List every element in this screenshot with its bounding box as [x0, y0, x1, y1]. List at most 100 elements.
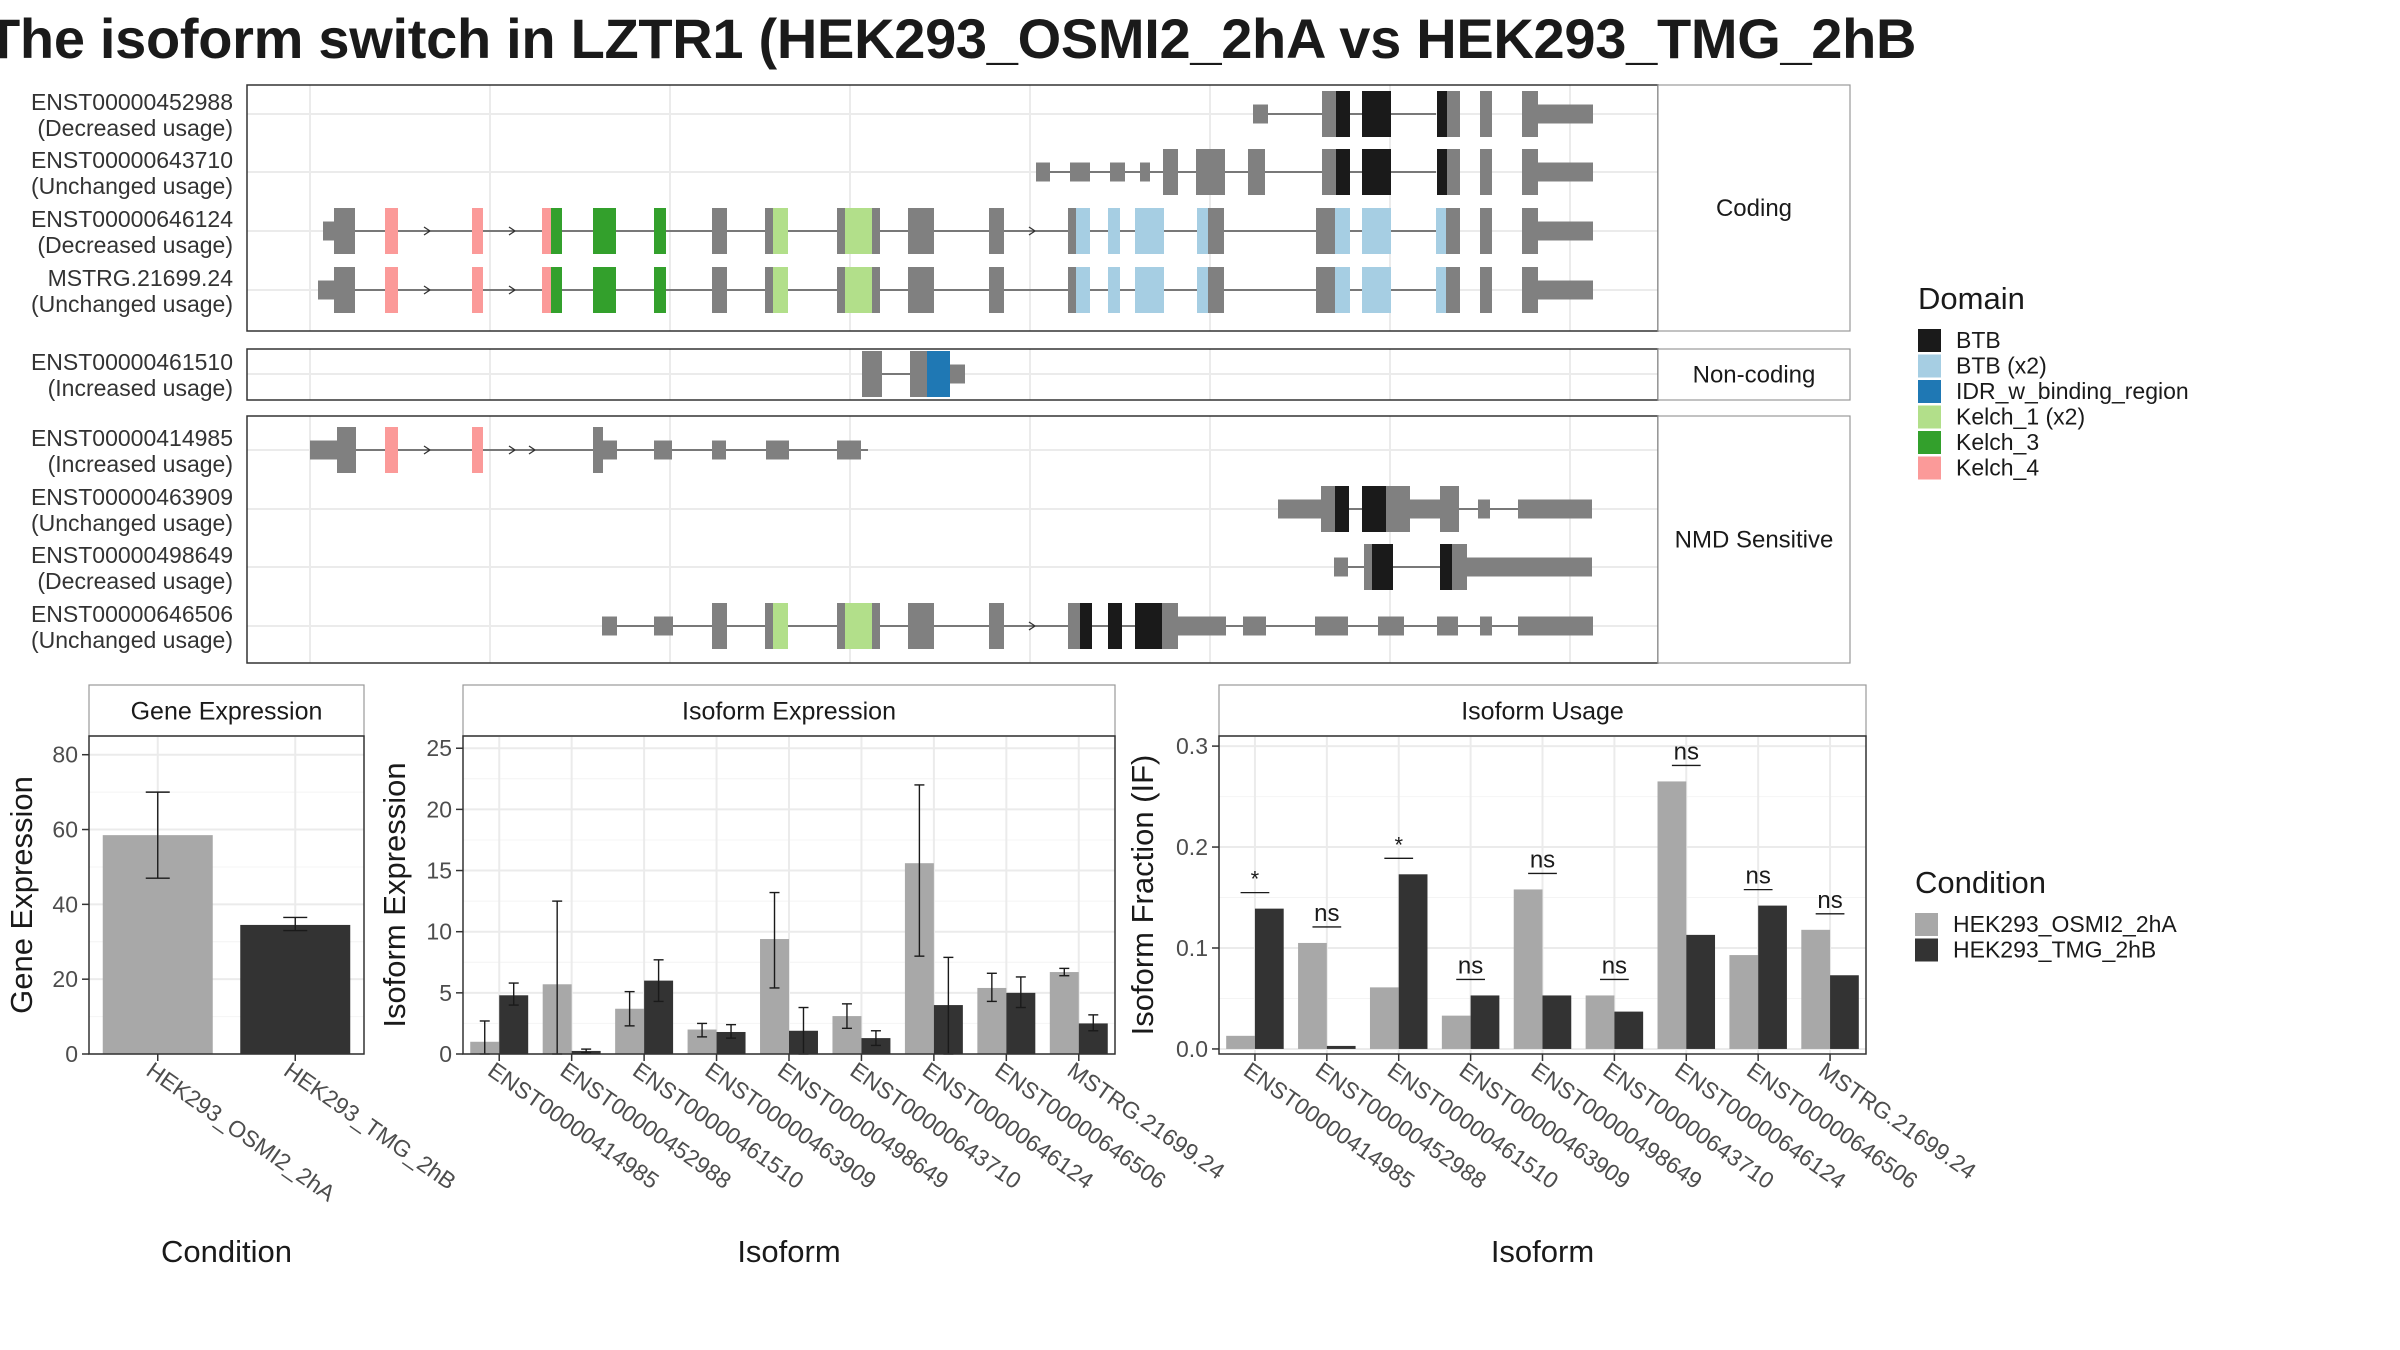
transcript-2-exon [551, 208, 562, 254]
transcript-usage-label: (Increased usage) [48, 451, 233, 477]
y-tick-label: 25 [426, 735, 452, 761]
transcript-6-exon [1321, 486, 1335, 532]
transcript-2-exon [837, 208, 845, 254]
facet-strip [1657, 348, 1851, 401]
transcript-8-exon [989, 603, 1004, 649]
transcript-6-exon [1410, 499, 1440, 519]
transcript-id-label: ENST00000461510 [31, 349, 233, 375]
transcript-8-exon [1108, 603, 1122, 649]
transcript-8-strand-arrow [1028, 621, 1037, 631]
transcript-8-exon [837, 603, 845, 649]
transcript-7-exon [1334, 557, 1348, 577]
transcript-1-exon [1036, 162, 1050, 182]
transcript-3-exon [773, 267, 788, 313]
transcript-3-exon [1446, 267, 1460, 313]
transcript-3-strand-arrow [423, 285, 432, 295]
transcript-2-exon [1068, 208, 1076, 254]
transcript-3-exon [385, 267, 398, 313]
transcript-6-exon [1278, 499, 1321, 519]
transcript-2-exon [334, 208, 355, 254]
bar [1049, 972, 1079, 1054]
transcript-0-exon [1322, 91, 1336, 137]
x-axis-title: Condition [161, 1234, 292, 1269]
transcript-8-exon [1162, 603, 1178, 649]
legend-key [1918, 405, 1941, 429]
transcript-8-exon [712, 603, 727, 649]
y-tick-label: 0.3 [1176, 733, 1208, 759]
bar [1830, 975, 1859, 1049]
bar [1441, 1015, 1471, 1049]
transcript-id-label: ENST00000646506 [31, 601, 233, 627]
transcript-3-exon [908, 267, 934, 313]
transcript-2-exon [1436, 208, 1446, 254]
transcript-1-exon [1480, 149, 1492, 195]
transcript-3-exon [1522, 267, 1538, 313]
legend-title: Domain [1918, 281, 2025, 316]
transcript-id-label: MSTRG.21699.24 [48, 265, 234, 291]
bar [240, 924, 351, 1054]
transcript-id-label: ENST00000414985 [31, 425, 233, 451]
transcript-5-exon [837, 440, 861, 460]
transcript-3-exon [654, 267, 666, 313]
y-tick-label: 0 [65, 1041, 78, 1067]
transcript-5-exon [337, 427, 356, 473]
transcript-4-exon [862, 351, 882, 397]
transcript-8-exon [1135, 603, 1162, 649]
transcript-8-exon [1178, 616, 1226, 636]
y-tick-label: 20 [426, 796, 452, 822]
transcript-7-exon [1372, 544, 1393, 590]
transcript-7-exon [1364, 544, 1372, 590]
y-tick-label: 0.0 [1176, 1036, 1208, 1062]
significance-label: ns [1817, 887, 1842, 914]
transcript-8-exon [765, 603, 773, 649]
transcript-2-exon [1538, 221, 1593, 241]
significance-label: ns [1602, 952, 1627, 979]
transcript-id-label: ENST00000463909 [31, 484, 233, 510]
transcript-id-label: ENST00000646124 [31, 206, 233, 232]
transcript-4-exon [927, 351, 950, 397]
transcript-1-exon [1447, 149, 1460, 195]
transcript-2-exon [712, 208, 727, 254]
transcript-2-exon [472, 208, 483, 254]
transcript-2-exon [542, 208, 551, 254]
transcript-1-exon [1196, 149, 1211, 195]
transcript-usage-label: (Decreased usage) [37, 232, 233, 258]
transcript-3-exon [542, 267, 551, 313]
bar [1326, 1045, 1356, 1049]
y-tick-label: 60 [52, 817, 78, 843]
transcript-2-exon [989, 208, 1004, 254]
transcript-0-exon [1362, 91, 1391, 137]
transcript-3-exon [765, 267, 773, 313]
facet-strip [462, 684, 1116, 737]
transcript-usage-label: (Unchanged usage) [31, 627, 233, 653]
y-axis-title: Isoform Expression [377, 762, 412, 1027]
legend-item-label: Kelch_3 [1956, 429, 2039, 455]
transcript-5-exon [385, 427, 398, 473]
transcript-5-exon [603, 440, 617, 460]
legend-key [1918, 456, 1941, 480]
transcript-7-exon [1452, 544, 1467, 590]
transcript-3-exon [1068, 267, 1076, 313]
x-axis-title: Isoform [1491, 1234, 1594, 1269]
transcript-3-exon [712, 267, 727, 313]
transcript-2-exon [385, 208, 398, 254]
transcript-8-exon [872, 603, 880, 649]
transcript-8-exon [908, 603, 934, 649]
transcript-7-exon [1492, 557, 1592, 577]
transcript-usage-label: (Unchanged usage) [31, 510, 233, 536]
transcript-3-exon [551, 267, 562, 313]
facet-strip [1657, 415, 1851, 664]
transcript-8-exon [602, 616, 617, 636]
transcript-2-strand-arrow [1028, 226, 1037, 236]
transcript-2-exon [765, 208, 773, 254]
bar [1398, 874, 1428, 1049]
legend-item-label: BTB (x2) [1956, 353, 2047, 379]
transcript-2-exon [323, 221, 334, 241]
bar [1686, 934, 1716, 1049]
significance-label: * [1394, 832, 1403, 857]
bar [1801, 929, 1831, 1049]
transcript-2-strand-arrow [508, 226, 517, 236]
legend-item-label: HEK293_OSMI2_2hA [1953, 911, 2177, 937]
transcript-id-label: ENST00000643710 [31, 147, 233, 173]
transcript-2-exon [1362, 208, 1391, 254]
